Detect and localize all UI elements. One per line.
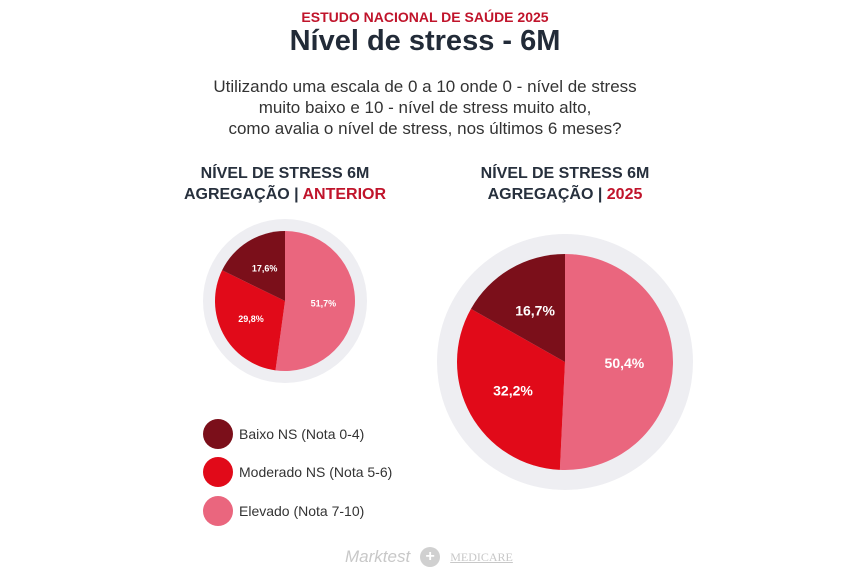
legend-swatch bbox=[203, 419, 233, 449]
footer-logos: Marktest + MEDICARE bbox=[345, 547, 513, 567]
pie-slice bbox=[470, 254, 565, 362]
pie-title-highlight: 2025 bbox=[606, 186, 643, 203]
pie-slice bbox=[559, 254, 674, 470]
legend-label: Elevado (Nota 7-10) bbox=[239, 503, 365, 519]
legend-item-moderado: Moderado NS (Nota 5-6) bbox=[203, 457, 392, 487]
pie-title-2025: NÍVEL DE STRESS 6M AGREGAÇÃO | 2025 bbox=[415, 163, 715, 205]
legend-swatch bbox=[203, 457, 233, 487]
pie-title-line: AGREGAÇÃO | bbox=[487, 186, 607, 203]
pie-slice bbox=[456, 308, 565, 470]
marktest-logo: Marktest bbox=[345, 547, 411, 566]
page-title: Nível de stress - 6M bbox=[289, 25, 561, 57]
pie-title-highlight: ANTERIOR bbox=[302, 186, 387, 203]
pie-slice bbox=[222, 231, 285, 301]
pie-title-anterior: NÍVEL DE STRESS 6M AGREGAÇÃO | ANTERIOR bbox=[135, 163, 435, 205]
pie-data-label: 16,7% bbox=[515, 302, 555, 318]
legend-label: Moderado NS (Nota 5-6) bbox=[239, 464, 393, 480]
pie-data-label: 50,4% bbox=[605, 355, 645, 371]
legend-item-elevado: Elevado (Nota 7-10) bbox=[203, 496, 364, 526]
pie-data-label: 29,8% bbox=[238, 314, 264, 324]
legend-swatch bbox=[203, 496, 233, 526]
legend-item-baixo: Baixo NS (Nota 0-4) bbox=[203, 419, 364, 449]
pie-data-label: 32,2% bbox=[493, 382, 533, 398]
pie-title-line: NÍVEL DE STRESS 6M bbox=[200, 165, 370, 182]
question-line: muito baixo e 10 - nível de stress muito… bbox=[258, 98, 592, 117]
pie-slice bbox=[215, 270, 285, 371]
question-line: como avalia o nível de stress, nos últim… bbox=[228, 119, 622, 138]
pie-data-label: 51,7% bbox=[311, 299, 337, 309]
kicker: ESTUDO NACIONAL DE SAÚDE 2025 bbox=[301, 9, 549, 25]
medicare-cross-icon: + bbox=[420, 547, 441, 567]
pie-data-label: 17,6% bbox=[252, 263, 278, 273]
medicare-logo: MEDICARE bbox=[450, 549, 513, 564]
question: Utilizando uma escala de 0 a 10 onde 0 -… bbox=[0, 76, 850, 139]
pie-slice bbox=[275, 231, 356, 371]
pie-title-line: NÍVEL DE STRESS 6M bbox=[480, 165, 650, 182]
legend-label: Baixo NS (Nota 0-4) bbox=[239, 426, 365, 442]
question-line: Utilizando uma escala de 0 a 10 onde 0 -… bbox=[213, 77, 637, 96]
pie-title-line: AGREGAÇÃO | bbox=[183, 186, 303, 203]
